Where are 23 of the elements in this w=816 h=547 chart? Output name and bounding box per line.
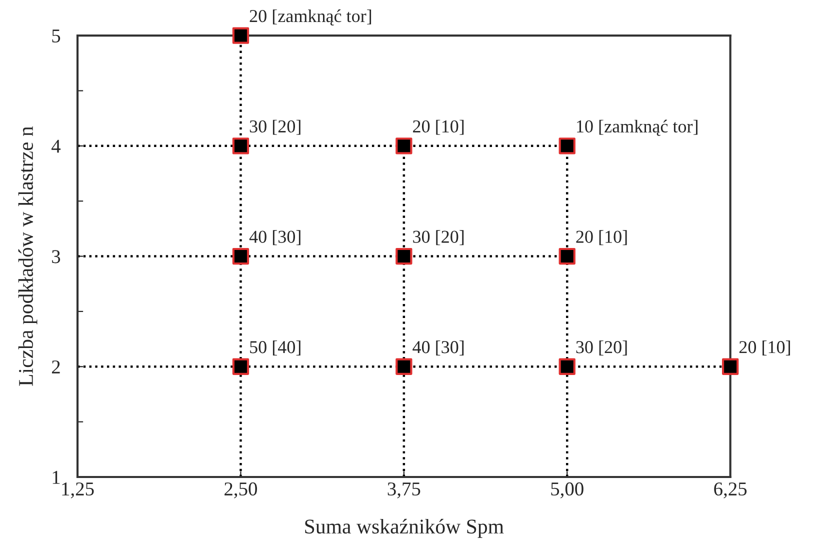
annotation: 20 [10] [576, 230, 627, 246]
annotation: 10 [zamknąć tor] [577, 120, 698, 136]
x-tick-label: 6,25 [714, 482, 747, 498]
annotation: 20 [10] [739, 340, 790, 356]
annotation: 20 [zamknąć tor] [250, 9, 372, 26]
x-axis-title: Suma wskaźników Spm [305, 518, 504, 538]
y-tick-label: 3 [52, 250, 60, 264]
y-tick-label: 1 [52, 470, 60, 484]
x-tick-label: 2,50 [224, 482, 257, 498]
x-tick-label: 1,25 [62, 482, 94, 498]
annotation: 40 [30] [412, 340, 464, 356]
annotation: 30 [20] [576, 340, 627, 356]
x-tick-label: 3,75 [388, 482, 420, 498]
annotation: 50 [40] [250, 340, 300, 356]
y-axis-title: Liczba podkładów w klastrze n [18, 126, 38, 386]
y-tick-label: 4 [52, 140, 61, 153]
annotation: 20 [10] [413, 120, 464, 135]
annotation: 30 [20] [250, 120, 300, 135]
x-tick-label: 5,00 [551, 482, 584, 498]
y-tick-label: 5 [52, 30, 60, 42]
annotation: 30 [20] [413, 230, 464, 246]
y-tick-label: 2 [52, 360, 60, 374]
annotation: 40 [30] [249, 230, 300, 246]
